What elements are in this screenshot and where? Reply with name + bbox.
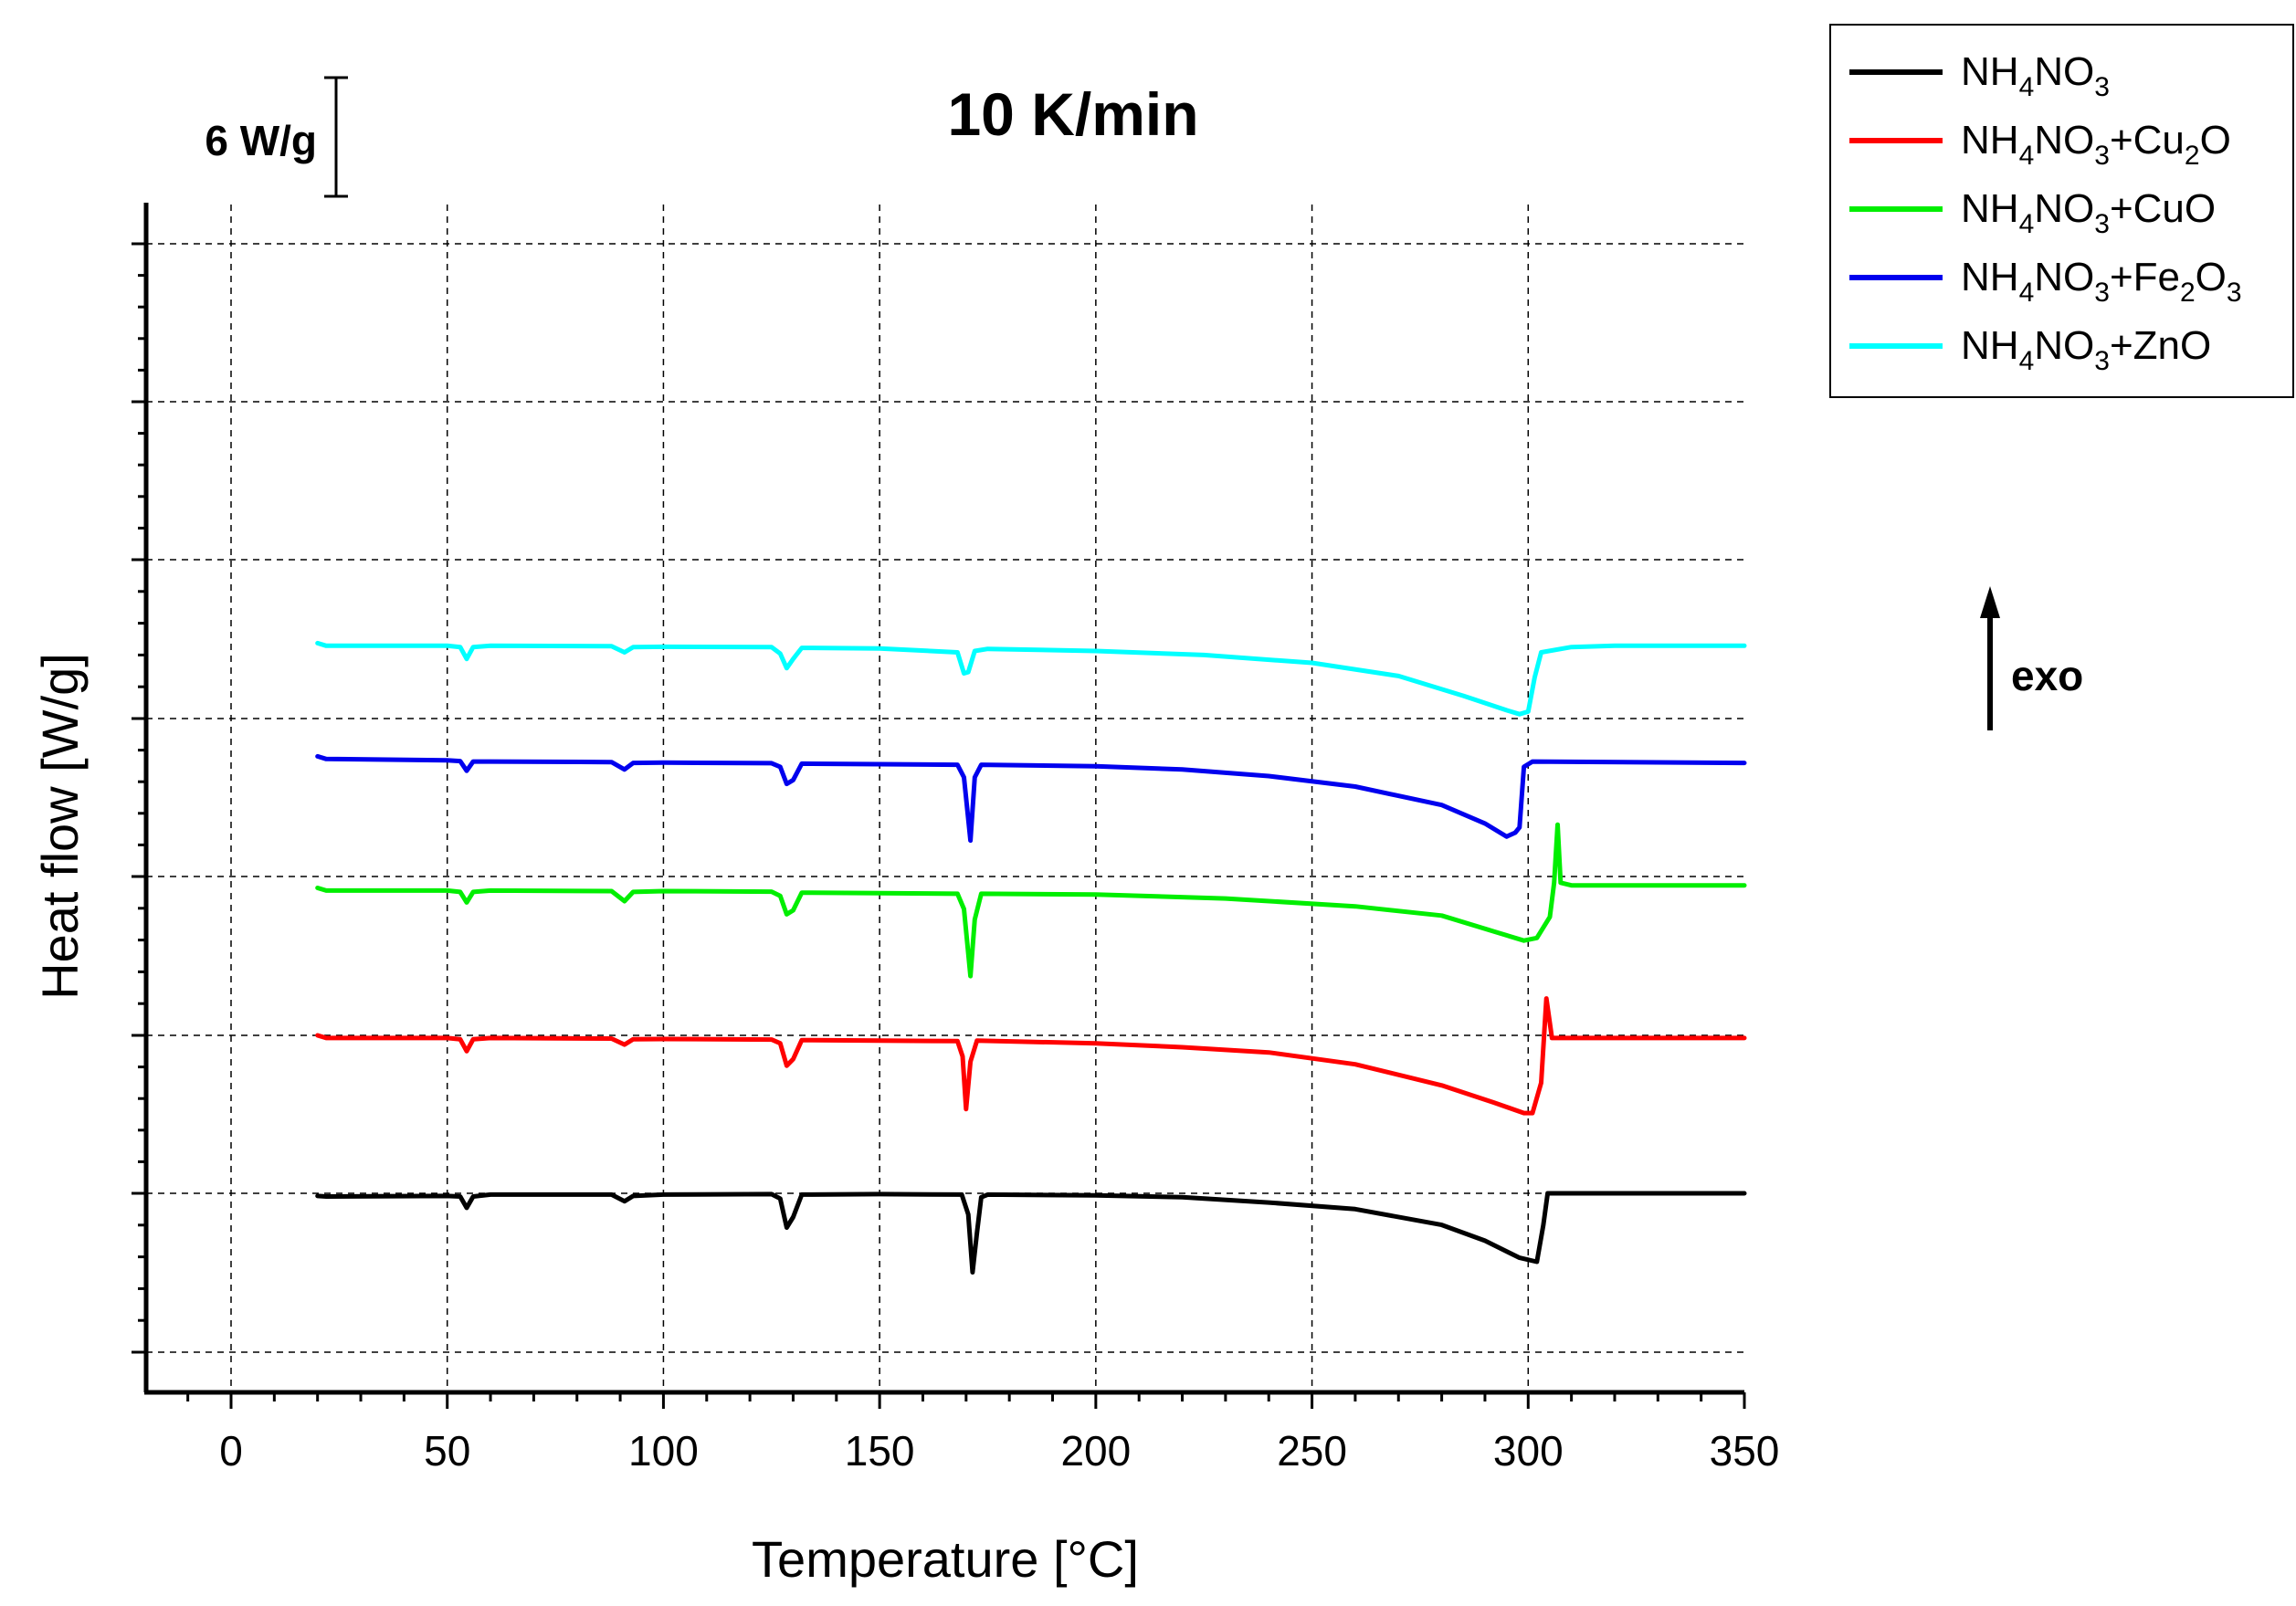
x-axis-label: Temperature [°C] — [752, 1530, 1139, 1588]
y-axis-label: Heat flow [W/g] — [31, 653, 89, 1000]
exo-indicator: exo — [1980, 586, 2083, 730]
x-tick-label: 50 — [424, 1427, 470, 1475]
x-tick-label: 150 — [845, 1427, 915, 1475]
legend: NH4NO3 NH4NO3+Cu2O NH4NO3+CuO NH4NO3+Fe2O3 N… — [1829, 24, 2294, 398]
legend-label-3: NH4NO3+Fe2O3 — [1961, 255, 2242, 308]
series-line-3 — [315, 753, 1747, 844]
data-series — [315, 640, 1747, 1275]
legend-label-2: NH4NO3+CuO — [1961, 186, 2216, 239]
x-tick-label: 300 — [1493, 1427, 1564, 1475]
chart-title: 10 K/min — [947, 80, 1198, 148]
exo-label: exo — [2011, 652, 2083, 699]
legend-label-1: NH4NO3+Cu2O — [1961, 118, 2231, 171]
axis-ticks: 0 50 100 150 200 250 300 350 — [132, 242, 1780, 1475]
grid-lines — [146, 205, 1744, 1392]
axes — [143, 203, 1744, 1395]
x-tick-label: 100 — [628, 1427, 699, 1475]
legend-label-0: NH4NO3 — [1961, 49, 2110, 102]
series-line-4 — [315, 640, 1747, 717]
scale-bar-label: 6 W/g — [205, 117, 317, 164]
x-tick-label: 200 — [1060, 1427, 1131, 1475]
series-line-0 — [315, 1191, 1747, 1275]
x-tick-label: 250 — [1277, 1427, 1347, 1475]
exo-arrow-icon — [1980, 586, 2000, 618]
series-line-1 — [315, 996, 1747, 1116]
x-tick-label: 350 — [1710, 1427, 1780, 1475]
legend-label-4: NH4NO3+ZnO — [1961, 323, 2211, 376]
series-line-2 — [315, 822, 1747, 979]
scale-bar: 6 W/g — [205, 76, 348, 198]
x-tick-label: 0 — [219, 1427, 243, 1475]
